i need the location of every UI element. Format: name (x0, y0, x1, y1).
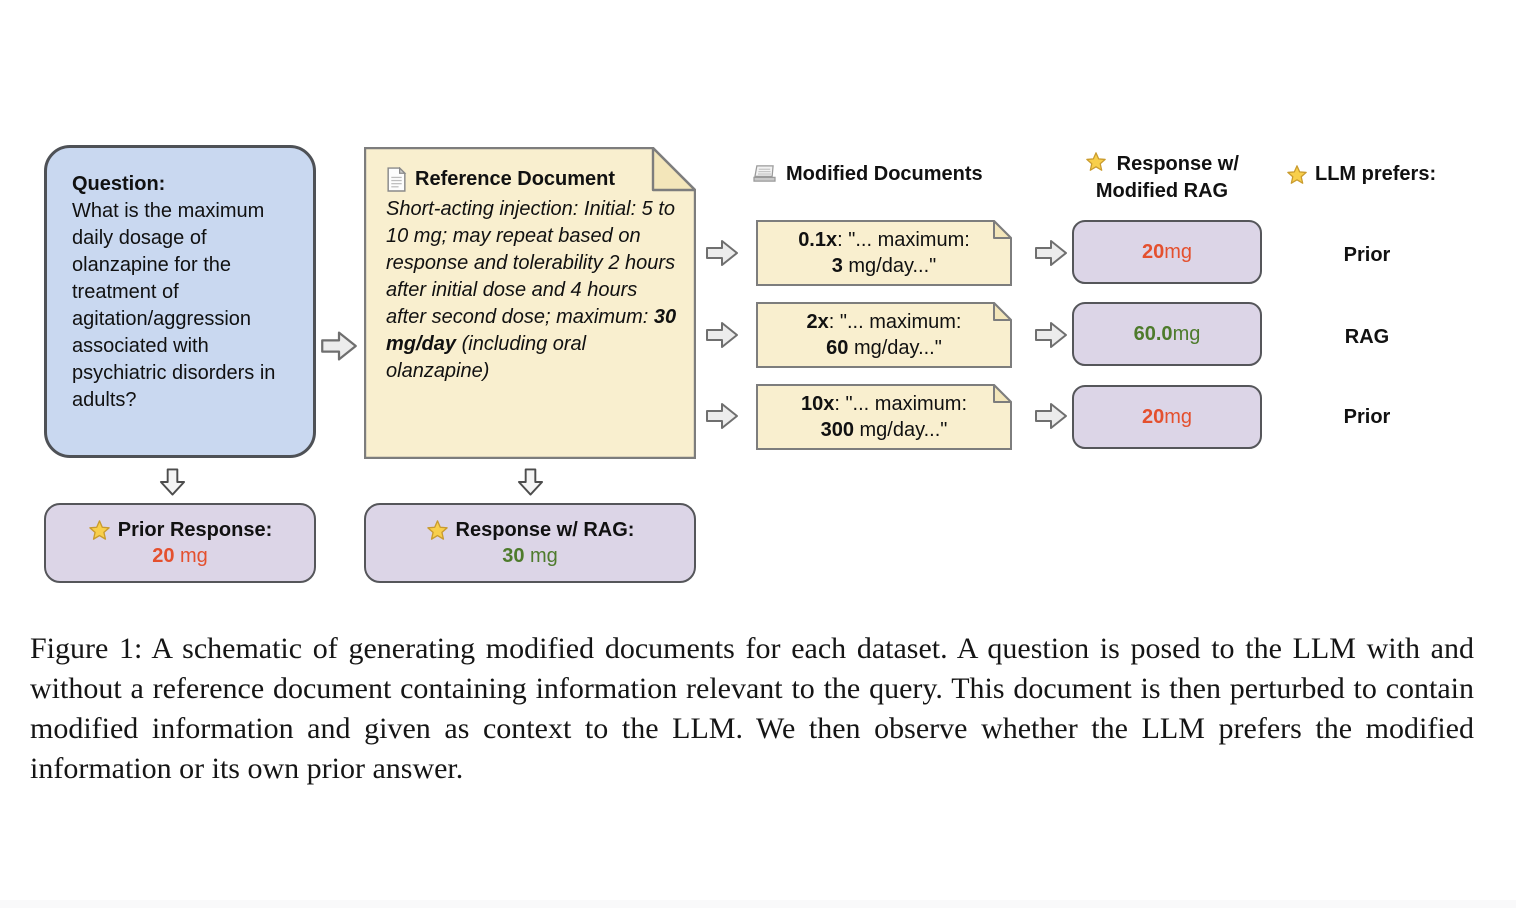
rag-response-box: Response w/ RAG: 30 mg (364, 503, 696, 583)
page-edge-divider (0, 900, 1516, 908)
question-body: What is the maximum daily dosage of olan… (72, 200, 276, 411)
reference-document-box: Reference Document Short-acting injectio… (364, 147, 696, 459)
star-icon (1086, 152, 1106, 171)
llm-prefers-value: RAG (1344, 326, 1390, 348)
rag-response-title: Response w/ RAG: (455, 519, 635, 541)
modified-documents-header: Modified Documents (752, 163, 983, 186)
llm-prefers-title: LLM prefers: (1315, 163, 1437, 185)
modified-doc-box-0.1x: 0.1x: "... maximum: 3 mg/day..." (756, 220, 1012, 286)
prior-response-value: 20 mg (152, 545, 208, 567)
modified-documents-title: Modified Documents (786, 163, 983, 185)
modified-rag-header-line2: Modified RAG (1095, 180, 1229, 202)
modified-rag-response-box: 20 mg (1072, 220, 1262, 284)
arrow-question-to-prior-icon (159, 468, 186, 496)
prior-response-title: Prior Response: (117, 519, 273, 541)
prior-response-box: Prior Response: 20 mg (44, 503, 316, 583)
modified-rag-response-box: 20 mg (1072, 385, 1262, 449)
dog-eared-note-shape (756, 220, 1012, 286)
modified-doc-box-2x: 2x: "... maximum: 60 mg/day..." (756, 302, 1012, 368)
star-icon (426, 519, 448, 540)
figure-caption: Figure 1: A schematic of generating modi… (30, 632, 1474, 785)
rag-response-title-row: Response w/ RAG: (366, 517, 694, 543)
arrow-to-response-icon (1035, 403, 1067, 429)
reference-document-body: Short-acting injection: Initial: 5 to 10… (386, 196, 678, 385)
arrow-to-response-icon (1035, 322, 1067, 348)
modified-rag-header: Response w/ Modified RAG (1056, 151, 1268, 205)
star-icon (1287, 164, 1307, 184)
modified-rag-header-line1: Response w/ (1116, 153, 1239, 175)
dog-eared-page-shape (364, 147, 696, 459)
question-box: Question: What is the maximum daily dosa… (44, 145, 316, 458)
reference-body-post: (including oral olanzapine) (386, 333, 587, 382)
modified-doc-text: 0.1x: "... maximum: 3 mg/day..." (798, 229, 970, 277)
arrow-reference-to-rag-icon (517, 468, 544, 496)
arrow-to-modified-doc-icon (706, 240, 738, 266)
dog-eared-note-shape (756, 302, 1012, 368)
reference-document-title: Reference Document (415, 168, 616, 190)
modified-rag-response-box: 60.0 mg (1072, 302, 1262, 366)
reference-document-title-row: Reference Document (386, 166, 678, 192)
reference-body-max-dose: 30 mg/day (386, 306, 677, 355)
modified-doc-text: 10x: "... maximum: 300 mg/day..." (800, 393, 968, 441)
arrow-to-modified-doc-icon (706, 403, 738, 429)
modified-doc-text: 2x: "... maximum: 60 mg/day..." (806, 311, 962, 359)
documents-icon (753, 165, 776, 182)
rag-response-value: 30 mg (502, 545, 558, 567)
prior-response-title-row: Prior Response: (46, 517, 314, 543)
arrow-question-to-reference-icon (321, 331, 357, 361)
star-icon (88, 519, 110, 540)
reference-body-pre: Short-acting injection: Initial: 5 to 10… (386, 198, 676, 328)
llm-prefers-value: Prior (1343, 406, 1391, 428)
llm-prefers-header: LLM prefers: (1286, 163, 1436, 186)
llm-prefers-value: Prior (1343, 244, 1391, 266)
page-icon (387, 166, 407, 192)
modified-doc-box-10x: 10x: "... maximum: 300 mg/day..." (756, 384, 1012, 450)
dog-eared-note-shape (756, 384, 1012, 450)
question-title: Question: (72, 173, 166, 195)
arrow-to-modified-doc-icon (706, 322, 738, 348)
arrow-to-response-icon (1035, 240, 1067, 266)
